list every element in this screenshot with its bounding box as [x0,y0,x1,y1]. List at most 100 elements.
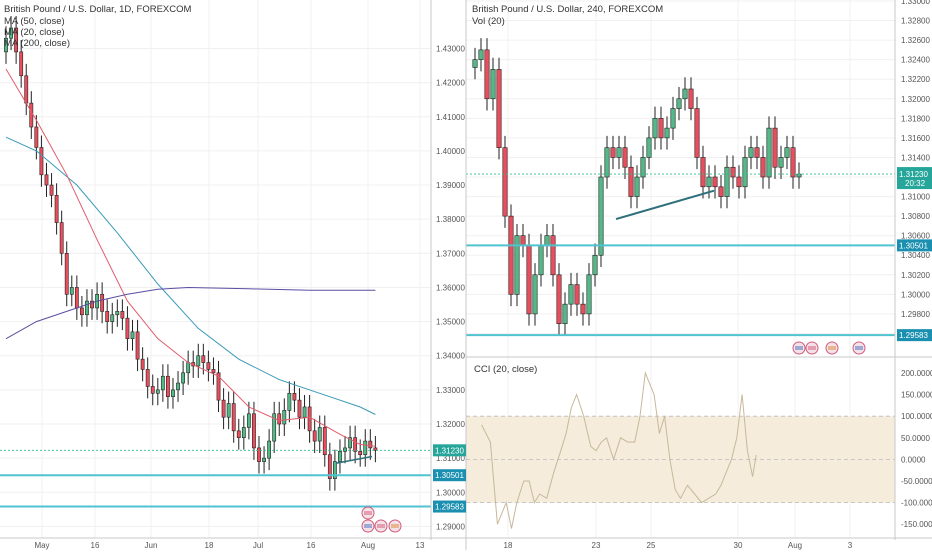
h4-candle[interactable] [796,173,802,178]
daily-candle[interactable] [216,372,221,401]
h4-candle[interactable] [790,147,796,178]
daily-candle[interactable] [120,311,125,319]
daily-candle[interactable] [166,375,170,398]
daily-candle[interactable] [9,27,13,39]
h4-candle[interactable] [784,147,790,158]
h4-candle[interactable] [688,88,694,109]
h4-candle[interactable] [736,176,742,188]
h4-candle[interactable] [568,284,574,305]
daily-candle[interactable] [105,311,110,322]
event-flag-icon[interactable] [361,506,375,520]
cci-pane[interactable] [466,371,895,529]
daily-candle[interactable] [317,427,322,442]
daily-candle[interactable] [176,382,180,391]
daily-candle[interactable] [246,413,251,428]
h4-candle[interactable] [778,157,784,168]
daily-candle[interactable] [64,253,69,295]
h4-candle[interactable] [538,245,544,276]
daily-candle[interactable] [19,51,24,77]
daily-candle[interactable] [80,307,84,316]
daily-candle[interactable] [44,174,49,186]
daily-candle[interactable] [171,389,175,398]
daily-candle[interactable] [85,300,89,316]
h4-candle[interactable] [490,69,496,100]
daily-candle[interactable] [262,457,266,462]
h4-candle[interactable] [526,245,532,315]
daily-candle[interactable] [267,440,272,459]
h4-candle[interactable] [472,59,478,68]
left-last-price-badge[interactable]: 1.31230 [433,444,466,457]
left-support-lower-badge[interactable]: 1.29583 [433,500,466,513]
h4-candle[interactable] [724,166,730,197]
h4-candle[interactable] [622,147,628,168]
daily-candle[interactable] [332,461,337,479]
daily-candle[interactable] [186,362,191,374]
left-support-upper-badge[interactable]: 1.30501 [433,469,466,482]
daily-candle[interactable] [272,413,277,442]
h4-candle[interactable] [628,166,634,197]
daily-candle[interactable] [312,430,317,442]
daily-candle[interactable] [150,386,155,394]
daily-candle[interactable] [338,451,342,462]
h4-candle[interactable] [514,235,520,295]
daily-candle[interactable] [155,389,160,394]
daily-candle[interactable] [34,126,39,148]
daily-candle[interactable] [110,314,115,322]
h4-candle[interactable] [652,118,658,139]
h4-candle[interactable] [730,166,736,178]
h4-candle[interactable] [646,137,652,158]
h4-candle[interactable] [508,215,514,295]
h4-candle[interactable] [556,274,562,325]
daily-candle[interactable] [206,362,211,370]
daily-candle[interactable] [322,427,327,456]
h4-candle[interactable] [676,98,682,109]
h4-candle[interactable] [592,254,598,276]
event-flag-icon[interactable] [825,341,839,355]
daily-candle[interactable] [277,413,282,425]
h4-candle[interactable] [634,176,640,197]
h4-candle[interactable] [580,303,586,315]
right-trendline[interactable] [615,189,715,221]
daily-candle[interactable] [343,447,347,452]
daily-candle[interactable] [297,399,302,418]
daily-candle[interactable] [59,222,64,254]
daily-candle[interactable] [236,430,241,438]
h4-candle[interactable] [604,147,610,178]
daily-candle[interactable] [181,372,186,384]
h4-candle[interactable] [610,147,616,158]
daily-candle[interactable] [257,447,261,462]
h4-candle[interactable] [502,147,508,217]
h4-candle[interactable] [718,186,724,197]
h4-candle[interactable] [712,176,718,188]
daily-candle[interactable] [115,311,120,316]
h4-candle[interactable] [748,147,754,158]
h4-candle[interactable] [682,88,688,100]
h4-candle[interactable] [496,69,502,148]
h4-candle[interactable] [532,274,538,315]
left-chart-pane[interactable] [0,16,431,508]
daily-candle[interactable] [292,392,297,401]
h4-candle[interactable] [484,49,490,100]
daily-candle[interactable] [348,437,352,449]
h4-candle[interactable] [520,235,526,246]
h4-candle[interactable] [754,147,760,158]
h4-candle[interactable] [586,274,592,315]
h4-candle[interactable] [550,235,556,276]
daily-candle[interactable] [14,27,19,53]
daily-candle[interactable] [4,37,8,53]
daily-candle[interactable] [368,440,373,449]
daily-candle[interactable] [241,427,246,438]
daily-candle[interactable] [201,355,206,363]
right-support-upper-badge[interactable]: 1.30501 [897,239,932,252]
cci-line[interactable] [481,371,757,529]
h4-candle[interactable] [658,118,664,139]
event-flag-icon[interactable] [805,341,819,355]
daily-candle[interactable] [49,184,54,196]
daily-candle[interactable] [24,75,29,104]
h4-candle[interactable] [574,284,580,305]
daily-candle[interactable] [90,300,94,309]
event-flag-icon[interactable] [792,341,806,355]
h4-candle[interactable] [700,157,706,188]
